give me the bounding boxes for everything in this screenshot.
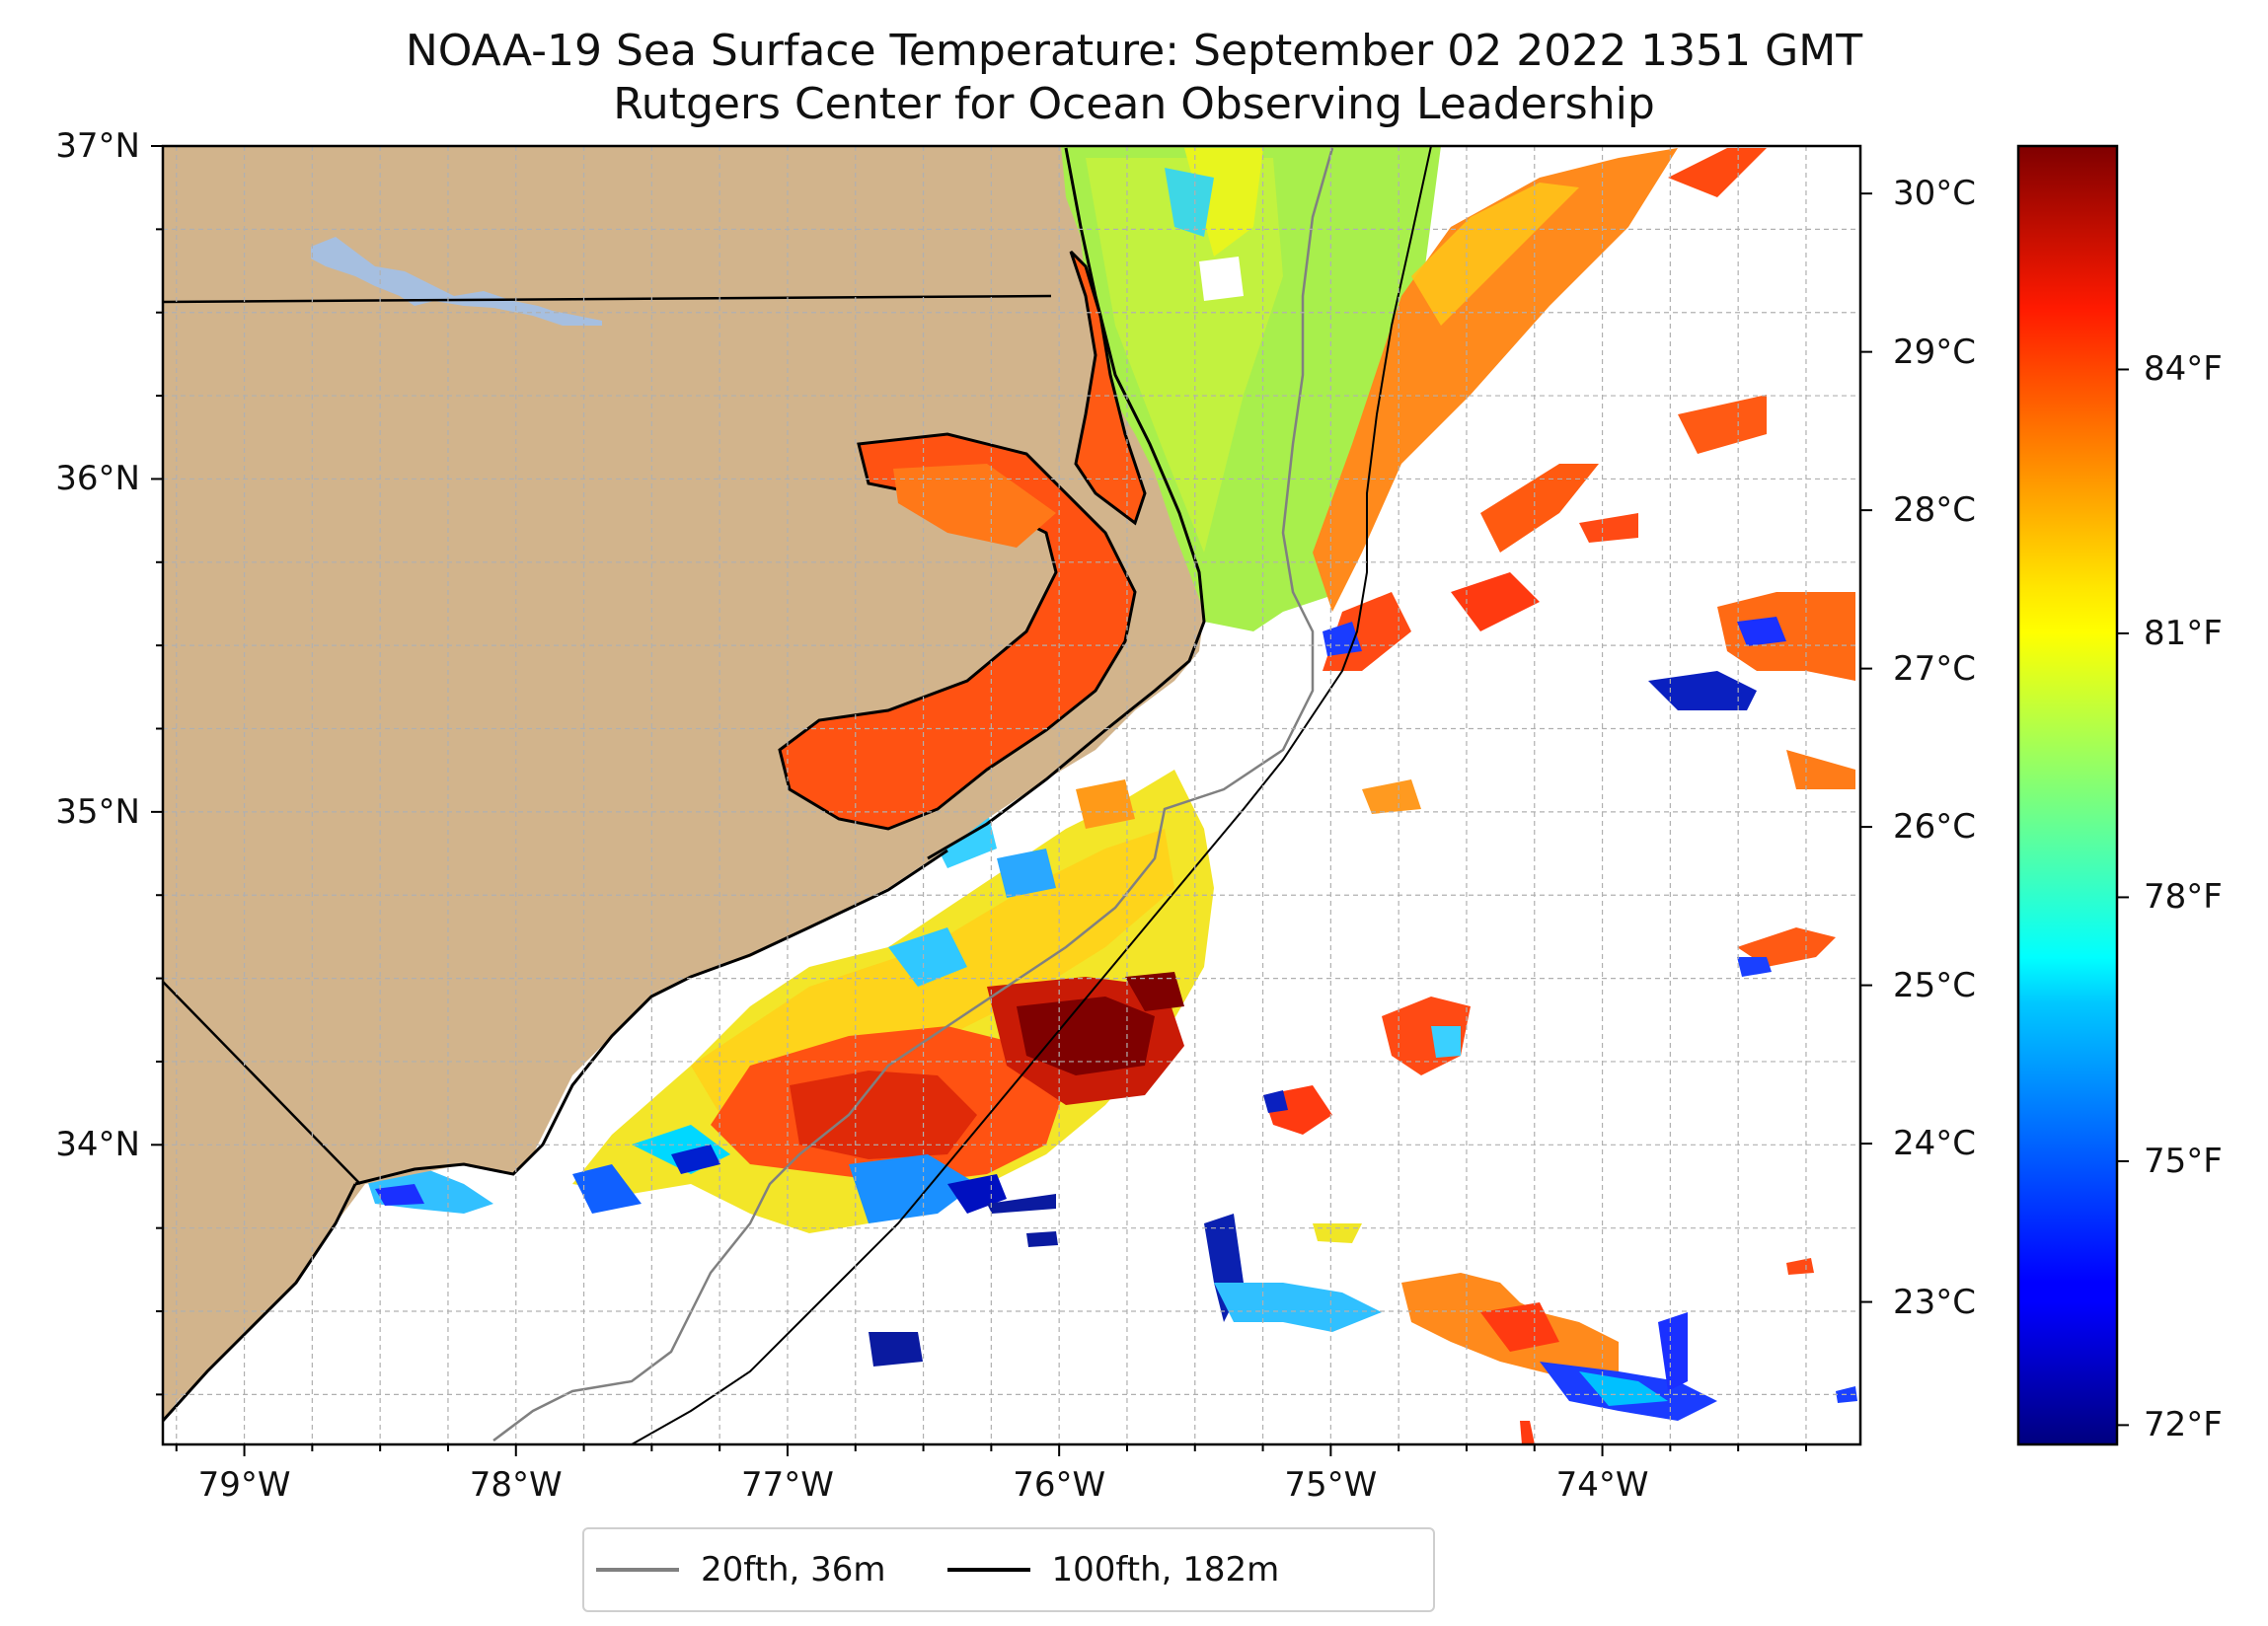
celsius-tick-label: 24°C [1893,1124,1977,1164]
colorbar [2016,144,2119,1446]
va-nc-border [163,294,1052,304]
fahrenheit-tick-label: 84°F [2144,349,2223,390]
colorbar-fahrenheit-ticks [2117,368,2129,1427]
lat-tick-label: 37°N [55,126,140,166]
celsius-tick-label: 27°C [1893,648,1977,689]
kerr-lake [311,237,602,326]
outer-banks-coastline [927,147,1206,860]
sst-patch-offshore-streak [1313,148,1678,612]
lon-tick-label: 79°W [197,1465,291,1505]
legend-line-20fth [596,1568,679,1572]
lon-tick-label: 74°W [1555,1465,1649,1505]
celsius-tick-label: 26°C [1893,807,1977,848]
map-axes-frame [161,144,1862,1446]
celsius-tick-label: 28°C [1893,490,1977,531]
fahrenheit-tick-label: 75°F [2144,1141,2223,1181]
lon-tick-label: 76°W [1013,1465,1106,1505]
lat-tick-marks [151,145,163,1396]
lon-tick-label: 77°W [741,1465,834,1505]
lon-tick-marks [175,1444,1807,1456]
map-title: NOAA-19 Sea Surface Temperature: Septemb… [405,26,1863,76]
legend-item-20fth: 20fth, 36m [596,1550,886,1589]
contour-20fth [492,147,1334,1441]
celsius-tick-label: 29°C [1893,332,1977,372]
contour-100fth [631,146,1432,1444]
celsius-tick-label: 30°C [1893,174,1977,214]
legend-item-100fth: 100fth, 182m [946,1550,1280,1589]
coastline-south [354,849,948,1186]
legend-label-20fth: 20fth, 36m [701,1550,886,1589]
nc-sc-border [163,981,361,1185]
celsius-tick-label: 23°C [1893,1282,1977,1322]
sst-patch-offshore-east [1717,592,1855,681]
celsius-tick-label: 25°C [1893,965,1977,1005]
lat-tick-label: 35°N [55,791,140,832]
fahrenheit-tick-label: 81°F [2144,613,2223,653]
lat-tick-label: 36°N [55,459,140,499]
legend-label-100fth: 100fth, 182m [1051,1550,1280,1589]
lon-tick-label: 75°W [1284,1465,1378,1505]
legend-line-100fth [946,1568,1030,1572]
lon-tick-label: 78°W [469,1465,563,1505]
map-subtitle: Rutgers Center for Ocean Observing Leade… [613,79,1655,129]
lat-tick-label: 34°N [55,1125,140,1165]
map-gridlines [163,146,1860,1444]
contour-legend: 20fth, 36m 100fth, 182m [582,1527,1435,1612]
coastline-southwest [163,1183,357,1423]
colorbar-celsius-ticks [1860,192,1872,1303]
fahrenheit-tick-label: 78°F [2144,877,2223,918]
fahrenheit-tick-label: 72°F [2144,1405,2223,1445]
